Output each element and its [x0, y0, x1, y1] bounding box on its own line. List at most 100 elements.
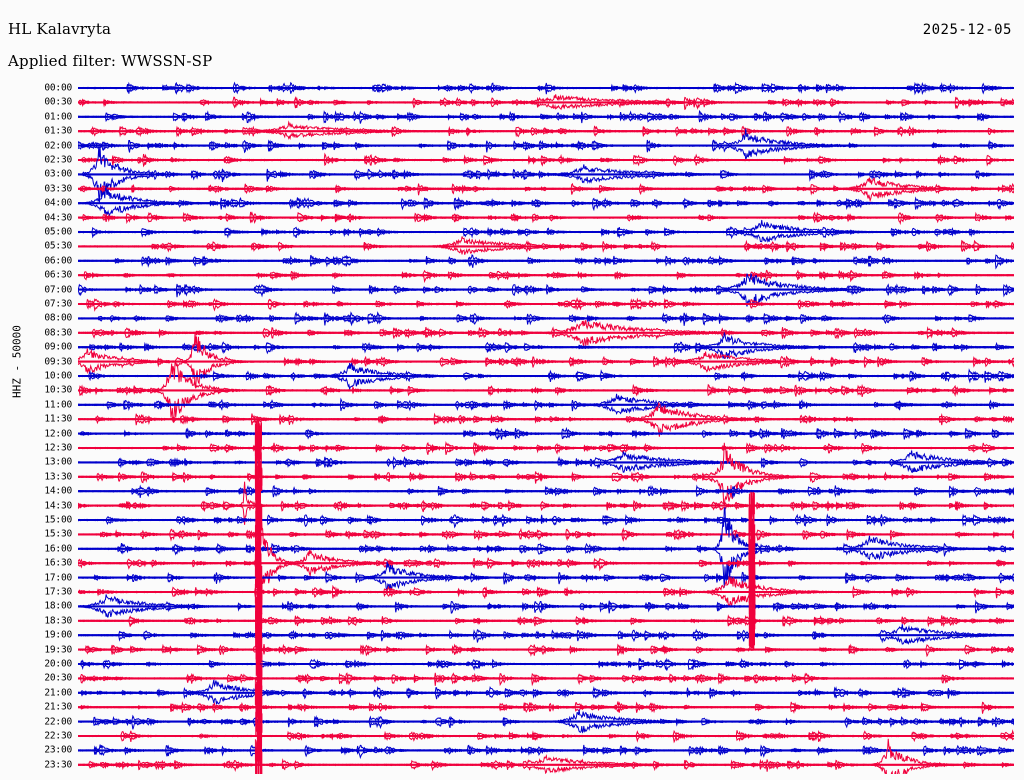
trace-row — [78, 319, 1014, 348]
trace-row — [78, 594, 1014, 618]
vertical-burst — [748, 491, 756, 650]
date-label: 2025-12-05 — [922, 22, 1012, 38]
vertical-burst — [254, 419, 263, 774]
time-label: 11:30 — [44, 413, 72, 425]
trace-row — [78, 401, 1014, 437]
time-label: 14:00 — [44, 485, 72, 497]
time-label: 18:30 — [44, 615, 72, 627]
time-label: 04:00 — [44, 197, 72, 209]
trace-row — [78, 657, 1014, 671]
trace-row — [78, 185, 1014, 217]
seismogram-canvas — [78, 81, 1014, 774]
trace-row — [78, 738, 1014, 774]
trace-row — [78, 561, 1014, 592]
time-label: 05:00 — [44, 226, 72, 238]
trace-row — [78, 729, 1014, 744]
time-label: 10:30 — [44, 384, 72, 396]
time-label: 17:30 — [44, 586, 72, 598]
trace-row — [78, 484, 1014, 498]
trace-row — [78, 672, 1014, 687]
applied-filter-label: Applied filter: WWSSN-SP — [8, 52, 213, 70]
time-label: 00:30 — [44, 96, 72, 108]
trace-row — [78, 744, 1014, 760]
time-label: 21:30 — [44, 701, 72, 713]
trace-row — [78, 120, 1014, 141]
trace-row — [78, 331, 1014, 359]
trace-row — [78, 624, 1014, 645]
time-label: 00:00 — [44, 82, 72, 94]
time-label: 07:00 — [44, 284, 72, 296]
time-label: 15:30 — [44, 528, 72, 540]
time-label: 08:00 — [44, 312, 72, 324]
seismogram-plot — [78, 78, 1014, 774]
trace-row — [78, 426, 1014, 440]
time-label: 08:30 — [44, 327, 72, 339]
trace-row — [78, 254, 1014, 270]
time-label: 10:00 — [44, 370, 72, 382]
time-label: 09:00 — [44, 341, 72, 353]
trace-row — [78, 152, 1014, 168]
time-label: 13:00 — [44, 456, 72, 468]
time-label: 03:30 — [44, 183, 72, 195]
trace-row — [78, 513, 1014, 529]
time-label: 03:00 — [44, 168, 72, 180]
trace-row — [78, 94, 1014, 111]
trace-row — [78, 575, 1014, 608]
time-label: 01:00 — [44, 111, 72, 123]
time-label: 06:30 — [44, 269, 72, 281]
trace-row — [78, 128, 1014, 161]
time-label: 06:00 — [44, 255, 72, 267]
time-axis: 00:00 00:30 01:00 01:30 02:00 02:30 03:00 03:30… — [0, 0, 78, 780]
time-label: 12:00 — [44, 428, 72, 440]
trace-row — [78, 643, 1014, 658]
time-label: 16:30 — [44, 557, 72, 569]
time-label: 19:00 — [44, 629, 72, 641]
trace-row — [78, 393, 1014, 416]
trace-row — [78, 481, 1014, 525]
time-label: 20:30 — [44, 672, 72, 684]
trace-row — [78, 311, 1014, 327]
time-label: 07:30 — [44, 298, 72, 310]
trace-row — [78, 146, 1014, 203]
time-label: 11:00 — [44, 399, 72, 411]
time-label: 18:00 — [44, 600, 72, 612]
trace-row — [78, 236, 1014, 255]
trace-row — [78, 331, 1014, 389]
time-label: 19:30 — [44, 644, 72, 656]
trace-row — [78, 296, 1014, 312]
trace-row — [78, 219, 1014, 243]
time-label: 15:00 — [44, 514, 72, 526]
time-label: 22:30 — [44, 730, 72, 742]
trace-row — [78, 211, 1014, 226]
time-label: 20:00 — [44, 658, 72, 670]
time-label: 17:00 — [44, 572, 72, 584]
trace-row — [78, 359, 1014, 424]
trace-row — [78, 362, 1014, 391]
time-label: 23:00 — [44, 744, 72, 756]
trace-row — [78, 273, 1014, 307]
trace-row — [78, 679, 1014, 705]
time-label: 02:00 — [44, 140, 72, 152]
trace-row — [78, 709, 1014, 734]
time-label: 12:30 — [44, 442, 72, 454]
trace-row — [78, 614, 1014, 628]
trace-row — [78, 527, 1014, 542]
trace-row — [78, 441, 1014, 457]
trace-row — [78, 701, 1014, 714]
trace-row — [78, 81, 1014, 96]
trace-row — [78, 109, 1014, 124]
time-label: 14:30 — [44, 500, 72, 512]
time-label: 22:00 — [44, 716, 72, 728]
time-label: 01:30 — [44, 125, 72, 137]
page-title: HL Kalavryta — [8, 20, 112, 38]
trace-row — [78, 506, 1014, 588]
time-label: 04:30 — [44, 212, 72, 224]
time-label: 16:00 — [44, 543, 72, 555]
time-label: 13:30 — [44, 471, 72, 483]
time-label: 21:00 — [44, 687, 72, 699]
time-label: 09:30 — [44, 356, 72, 368]
trace-row — [78, 177, 1014, 203]
time-label: 05:30 — [44, 240, 72, 252]
trace-row — [78, 442, 1014, 506]
